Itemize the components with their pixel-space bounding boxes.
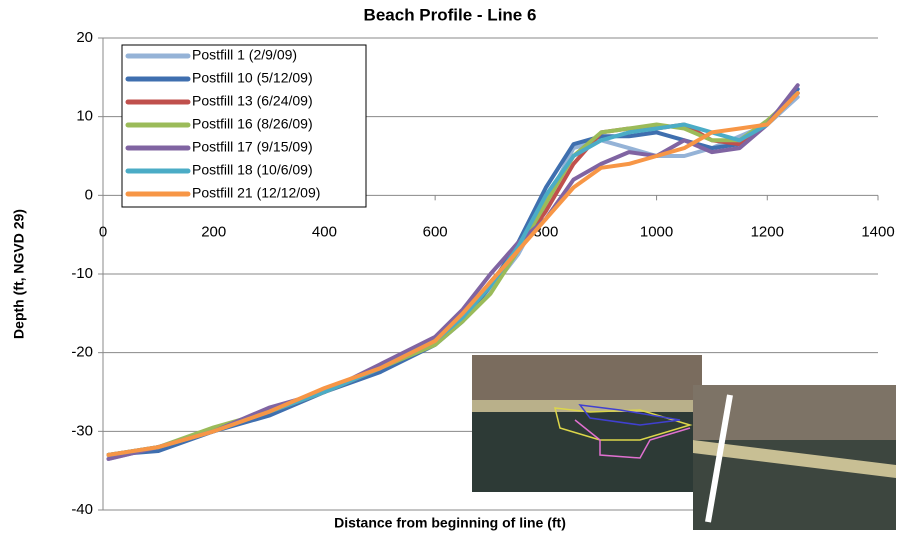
x-tick-label: 1000 xyxy=(640,223,673,240)
y-tick-label: -30 xyxy=(71,422,93,439)
legend-label: Postfill 16 (8/26/09) xyxy=(192,116,313,132)
inset-images xyxy=(472,355,896,530)
x-tick-label: 0 xyxy=(99,223,107,240)
aerial-image-land xyxy=(472,355,702,400)
legend-label: Postfill 21 (12/12/09) xyxy=(192,185,320,201)
x-tick-label: 200 xyxy=(201,223,226,240)
y-tick-label: 10 xyxy=(76,108,93,125)
y-tick-label: -20 xyxy=(71,344,93,361)
profile-line-marker xyxy=(705,394,733,523)
contour xyxy=(554,407,693,441)
legend-label: Postfill 1 (2/9/09) xyxy=(192,47,297,63)
contour xyxy=(574,419,691,459)
legend-label: Postfill 13 (6/24/09) xyxy=(192,93,313,109)
series-line xyxy=(106,91,800,457)
x-tick-label: 1200 xyxy=(751,223,784,240)
aerial-image-water xyxy=(472,412,702,492)
chart-title: Beach Profile - Line 6 xyxy=(364,5,537,24)
series-line xyxy=(106,87,800,457)
y-tick-label: -40 xyxy=(71,501,93,518)
legend: Postfill 1 (2/9/09) Postfill 10 (5/12/09)… xyxy=(121,44,367,208)
y-tick-label: -10 xyxy=(71,265,93,282)
x-tick-label: 400 xyxy=(312,223,337,240)
series-line xyxy=(106,83,800,461)
legend-label: Postfill 18 (10/6/09) xyxy=(192,162,313,178)
legend-label: Postfill 10 (5/12/09) xyxy=(192,70,313,86)
legend-label: Postfill 17 (9/15/09) xyxy=(192,139,313,155)
x-tick-label: 1400 xyxy=(861,223,894,240)
y-tick-label: 0 xyxy=(85,186,93,203)
aerial-image-beach xyxy=(693,440,896,478)
y-axis-label: Depth (ft, NGVD 29) xyxy=(11,209,27,339)
y-tick-label: 20 xyxy=(76,29,93,46)
x-axis-label: Distance from beginning of line (ft) xyxy=(334,515,566,531)
x-tick-label: 600 xyxy=(423,223,448,240)
contour xyxy=(578,404,681,426)
